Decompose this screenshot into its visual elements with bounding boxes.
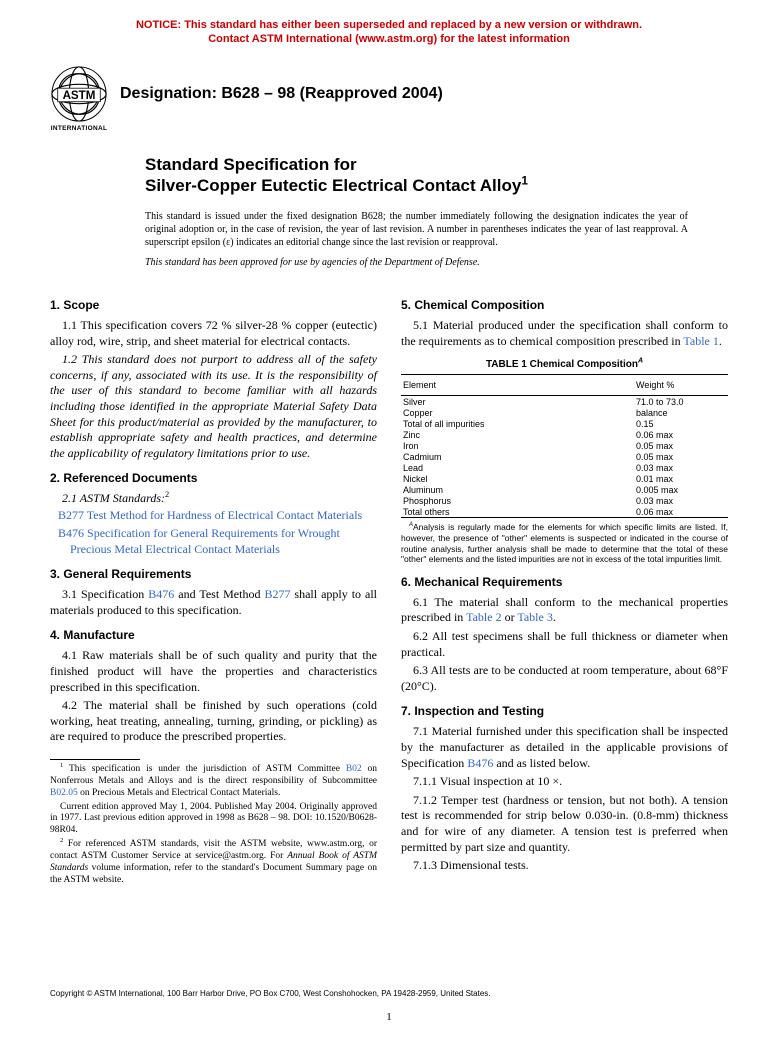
- table-row: Lead0.03 max: [401, 462, 728, 473]
- section-7-p2: 7.1.1 Visual inspection at 10 ×.: [401, 774, 728, 790]
- table-cell: Cadmium: [403, 452, 636, 462]
- table-cell: Silver: [403, 397, 636, 407]
- issuance-note: This standard is issued under the fixed …: [145, 210, 688, 249]
- section-2-sub: 2.1 ASTM Standards:2: [50, 491, 377, 506]
- section-2-head: 2. Referenced Documents: [50, 471, 377, 485]
- title-sup: 1: [521, 173, 528, 187]
- table-cell: Nickel: [403, 474, 636, 484]
- logo-sublabel: INTERNATIONAL: [50, 125, 108, 132]
- section-3-p1: 3.1 Specification B476 and Test Method B…: [50, 587, 377, 618]
- section-6-p2: 6.2 All test specimens shall be full thi…: [401, 629, 728, 660]
- table-cell: Total others: [403, 507, 636, 517]
- table-cell: 0.03 max: [636, 496, 726, 506]
- table-row: Nickel0.01 max: [401, 473, 728, 484]
- left-column: 1. Scope 1.1 This specification covers 7…: [50, 288, 377, 889]
- table-row: Cadmium0.05 max: [401, 451, 728, 462]
- table1-h1: Element: [403, 380, 636, 390]
- link-b277[interactable]: B277: [264, 587, 290, 601]
- ref-b277[interactable]: B277 Test Method for Hardness of Electri…: [50, 508, 377, 524]
- section-6-head: 6. Mechanical Requirements: [401, 575, 728, 589]
- svg-text:ASTM: ASTM: [63, 88, 96, 101]
- table-cell: Phosphorus: [403, 496, 636, 506]
- notice-line1: NOTICE: This standard has either been su…: [136, 19, 642, 31]
- table-cell: Lead: [403, 463, 636, 473]
- table-cell: Total of all impurities: [403, 419, 636, 429]
- table1: Element Weight % Silver71.0 to 73.0Coppe…: [401, 374, 728, 518]
- table-row: Zinc0.06 max: [401, 429, 728, 440]
- notice-line2: Contact ASTM International (www.astm.org…: [208, 33, 570, 45]
- body-columns: 1. Scope 1.1 This specification covers 7…: [50, 288, 728, 889]
- table-row: Total of all impurities0.15: [401, 418, 728, 429]
- header: ASTM Designation: B628 – 98 (Reapproved …: [50, 65, 728, 123]
- table-cell: 0.06 max: [636, 507, 726, 517]
- table-cell: 0.05 max: [636, 452, 726, 462]
- section-4-p1: 4.1 Raw materials shall be of such quali…: [50, 648, 377, 695]
- link-b476b[interactable]: B476: [467, 756, 493, 770]
- table-cell: balance: [636, 408, 726, 418]
- section-6-p1: 6.1 The material shall conform to the me…: [401, 595, 728, 626]
- table-cell: Copper: [403, 408, 636, 418]
- table1-body: Silver71.0 to 73.0CopperbalanceTotal of …: [401, 396, 728, 517]
- section-5-p1: 5.1 Material produced under the specific…: [401, 318, 728, 349]
- link-b02[interactable]: B02: [346, 764, 362, 774]
- section-7-p1: 7.1 Material furnished under this specif…: [401, 724, 728, 771]
- copyright: Copyright © ASTM International, 100 Barr…: [50, 989, 728, 999]
- title-line2: Silver-Copper Eutectic Electrical Contac…: [145, 176, 521, 195]
- link-table3[interactable]: Table 3: [517, 610, 552, 624]
- ref-b476[interactable]: B476 Specification for General Requireme…: [50, 526, 377, 557]
- table-row: Phosphorus0.03 max: [401, 495, 728, 506]
- designation: Designation: B628 – 98 (Reapproved 2004): [120, 85, 443, 103]
- section-1-p2: 1.2 This standard does not purport to ad…: [50, 352, 377, 461]
- table-cell: 71.0 to 73.0: [636, 397, 726, 407]
- table-cell: 0.01 max: [636, 474, 726, 484]
- footnote-separator: [50, 759, 140, 760]
- table-cell: 0.005 max: [636, 485, 726, 495]
- title-line1: Standard Specification for: [145, 155, 357, 174]
- table-row: Silver71.0 to 73.0: [401, 396, 728, 407]
- link-table1[interactable]: Table 1: [683, 334, 718, 348]
- table-cell: 0.03 max: [636, 463, 726, 473]
- table-row: Total others0.06 max: [401, 506, 728, 517]
- section-1-p1: 1.1 This specification covers 72 % silve…: [50, 318, 377, 349]
- section-5-head: 5. Chemical Composition: [401, 298, 728, 312]
- section-7-p3: 7.1.2 Temper test (hardness or tension, …: [401, 793, 728, 855]
- table-cell: Iron: [403, 441, 636, 451]
- astm-logo: ASTM: [50, 65, 108, 123]
- document-title: Standard Specification for Silver-Copper…: [145, 154, 728, 197]
- table1-caption: TABLE 1 Chemical CompositionA: [401, 359, 728, 370]
- table1-h2: Weight %: [636, 380, 726, 390]
- table-cell: 0.15: [636, 419, 726, 429]
- table1-header: Element Weight %: [401, 375, 728, 396]
- section-4-p2: 4.2 The material shall be finished by su…: [50, 698, 377, 745]
- notice-banner: NOTICE: This standard has either been su…: [50, 18, 728, 47]
- link-b476[interactable]: B476: [148, 587, 174, 601]
- footnote-1: 1 This specification is under the jurisd…: [50, 764, 377, 800]
- table-row: Iron0.05 max: [401, 440, 728, 451]
- section-1-head: 1. Scope: [50, 298, 377, 312]
- table-cell: 0.06 max: [636, 430, 726, 440]
- footnote-1b: Current edition approved May 1, 2004. Pu…: [50, 802, 377, 838]
- dod-note: This standard has been approved for use …: [145, 257, 728, 268]
- table-row: Aluminum0.005 max: [401, 484, 728, 495]
- table-cell: Zinc: [403, 430, 636, 440]
- table-cell: Aluminum: [403, 485, 636, 495]
- page-number: 1: [0, 1011, 778, 1023]
- link-table2[interactable]: Table 2: [466, 610, 501, 624]
- link-b0205[interactable]: B02.05: [50, 788, 78, 798]
- footnote-2: 2 For referenced ASTM standards, visit t…: [50, 839, 377, 887]
- section-3-head: 3. General Requirements: [50, 567, 377, 581]
- table1-note: AAnalysis is regularly made for the elem…: [401, 522, 728, 565]
- table-cell: 0.05 max: [636, 441, 726, 451]
- section-4-head: 4. Manufacture: [50, 628, 377, 642]
- section-7-p4: 7.1.3 Dimensional tests.: [401, 858, 728, 874]
- table-row: Copperbalance: [401, 407, 728, 418]
- section-7-head: 7. Inspection and Testing: [401, 704, 728, 718]
- section-6-p3: 6.3 All tests are to be conducted at roo…: [401, 663, 728, 694]
- right-column: 5. Chemical Composition 5.1 Material pro…: [401, 288, 728, 889]
